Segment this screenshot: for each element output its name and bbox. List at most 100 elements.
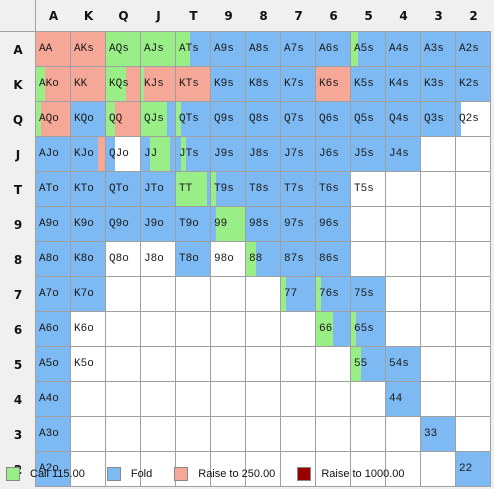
hand-cell[interactable]: AQs <box>106 32 141 67</box>
hand-cell[interactable]: J4s <box>386 137 421 172</box>
hand-cell[interactable]: J7s <box>281 137 316 172</box>
hand-cell[interactable]: K7s <box>281 67 316 102</box>
hand-cell[interactable] <box>176 417 211 452</box>
hand-cell[interactable] <box>211 417 246 452</box>
hand-cell[interactable] <box>211 277 246 312</box>
hand-cell[interactable] <box>351 417 386 452</box>
hand-cell[interactable]: A7o <box>36 277 71 312</box>
hand-cell[interactable]: ATs <box>176 32 211 67</box>
hand-cell[interactable]: Q8s <box>246 102 281 137</box>
hand-cell[interactable]: AJo <box>36 137 71 172</box>
hand-cell[interactable] <box>351 207 386 242</box>
hand-cell[interactable] <box>281 382 316 417</box>
hand-cell[interactable] <box>176 347 211 382</box>
hand-cell[interactable]: KTo <box>71 172 106 207</box>
hand-cell[interactable] <box>456 417 491 452</box>
hand-cell[interactable]: T5s <box>351 172 386 207</box>
hand-cell[interactable]: Q4s <box>386 102 421 137</box>
hand-cell[interactable]: K3s <box>421 67 456 102</box>
hand-cell[interactable] <box>456 277 491 312</box>
hand-cell[interactable]: 65s <box>351 312 386 347</box>
hand-cell[interactable] <box>421 312 456 347</box>
hand-cell[interactable]: 75s <box>351 277 386 312</box>
hand-cell[interactable]: A5o <box>36 347 71 382</box>
hand-cell[interactable] <box>281 312 316 347</box>
hand-cell[interactable]: K5o <box>71 347 106 382</box>
hand-cell[interactable]: K5s <box>351 67 386 102</box>
hand-cell[interactable]: Q2s <box>456 102 491 137</box>
hand-cell[interactable]: A8s <box>246 32 281 67</box>
hand-cell[interactable]: A9o <box>36 207 71 242</box>
hand-cell[interactable]: 66 <box>316 312 351 347</box>
hand-cell[interactable] <box>386 312 421 347</box>
hand-cell[interactable] <box>176 277 211 312</box>
hand-cell[interactable]: A3o <box>36 417 71 452</box>
hand-cell[interactable]: 33 <box>421 417 456 452</box>
hand-cell[interactable]: J8o <box>141 242 176 277</box>
hand-cell[interactable] <box>386 452 421 487</box>
hand-cell[interactable]: A6s <box>316 32 351 67</box>
hand-cell[interactable]: QTo <box>106 172 141 207</box>
hand-cell[interactable]: A2o <box>36 452 71 487</box>
hand-cell[interactable] <box>421 452 456 487</box>
hand-cell[interactable] <box>211 382 246 417</box>
hand-cell[interactable] <box>176 312 211 347</box>
hand-cell[interactable] <box>106 417 141 452</box>
hand-cell[interactable]: 99 <box>211 207 246 242</box>
hand-cell[interactable]: TT <box>176 172 211 207</box>
hand-cell[interactable]: K9o <box>71 207 106 242</box>
hand-cell[interactable] <box>421 382 456 417</box>
hand-cell[interactable] <box>316 382 351 417</box>
hand-cell[interactable]: AJs <box>141 32 176 67</box>
hand-cell[interactable]: T9o <box>176 207 211 242</box>
hand-cell[interactable]: 76s <box>316 277 351 312</box>
hand-cell[interactable]: K6o <box>71 312 106 347</box>
hand-cell[interactable]: ATo <box>36 172 71 207</box>
hand-cell[interactable]: 55 <box>351 347 386 382</box>
hand-cell[interactable] <box>71 452 106 487</box>
hand-cell[interactable] <box>351 382 386 417</box>
hand-cell[interactable]: T8s <box>246 172 281 207</box>
hand-cell[interactable] <box>421 242 456 277</box>
hand-cell[interactable]: AQo <box>36 102 71 137</box>
hand-cell[interactable]: A5s <box>351 32 386 67</box>
hand-cell[interactable] <box>351 452 386 487</box>
hand-cell[interactable] <box>456 242 491 277</box>
hand-cell[interactable] <box>316 452 351 487</box>
hand-cell[interactable]: KTs <box>176 67 211 102</box>
legend-item-allin[interactable]: Raise to 1000.00 <box>297 466 404 481</box>
hand-cell[interactable]: 54s <box>386 347 421 382</box>
hand-cell[interactable] <box>246 417 281 452</box>
hand-cell[interactable] <box>246 312 281 347</box>
hand-cell[interactable] <box>386 172 421 207</box>
hand-cell[interactable] <box>421 207 456 242</box>
hand-cell[interactable]: A2s <box>456 32 491 67</box>
hand-cell[interactable]: KQo <box>71 102 106 137</box>
hand-cell[interactable]: A6o <box>36 312 71 347</box>
hand-cell[interactable] <box>141 277 176 312</box>
hand-cell[interactable]: A4o <box>36 382 71 417</box>
hand-cell[interactable] <box>141 452 176 487</box>
hand-cell[interactable] <box>106 382 141 417</box>
hand-cell[interactable] <box>421 172 456 207</box>
hand-cell[interactable] <box>456 207 491 242</box>
hand-cell[interactable] <box>246 347 281 382</box>
hand-cell[interactable] <box>421 347 456 382</box>
hand-cell[interactable] <box>316 417 351 452</box>
hand-cell[interactable]: Q5s <box>351 102 386 137</box>
hand-cell[interactable]: J6s <box>316 137 351 172</box>
hand-cell[interactable] <box>141 312 176 347</box>
hand-cell[interactable] <box>351 242 386 277</box>
hand-cell[interactable] <box>176 382 211 417</box>
hand-cell[interactable]: AKo <box>36 67 71 102</box>
hand-cell[interactable] <box>106 347 141 382</box>
hand-cell[interactable] <box>141 417 176 452</box>
hand-cell[interactable]: T8o <box>176 242 211 277</box>
hand-cell[interactable] <box>141 382 176 417</box>
hand-cell[interactable]: KJs <box>141 67 176 102</box>
hand-cell[interactable]: 88 <box>246 242 281 277</box>
hand-cell[interactable]: 87s <box>281 242 316 277</box>
hand-cell[interactable]: 98o <box>211 242 246 277</box>
hand-cell[interactable] <box>386 207 421 242</box>
hand-cell[interactable]: Q3s <box>421 102 456 137</box>
